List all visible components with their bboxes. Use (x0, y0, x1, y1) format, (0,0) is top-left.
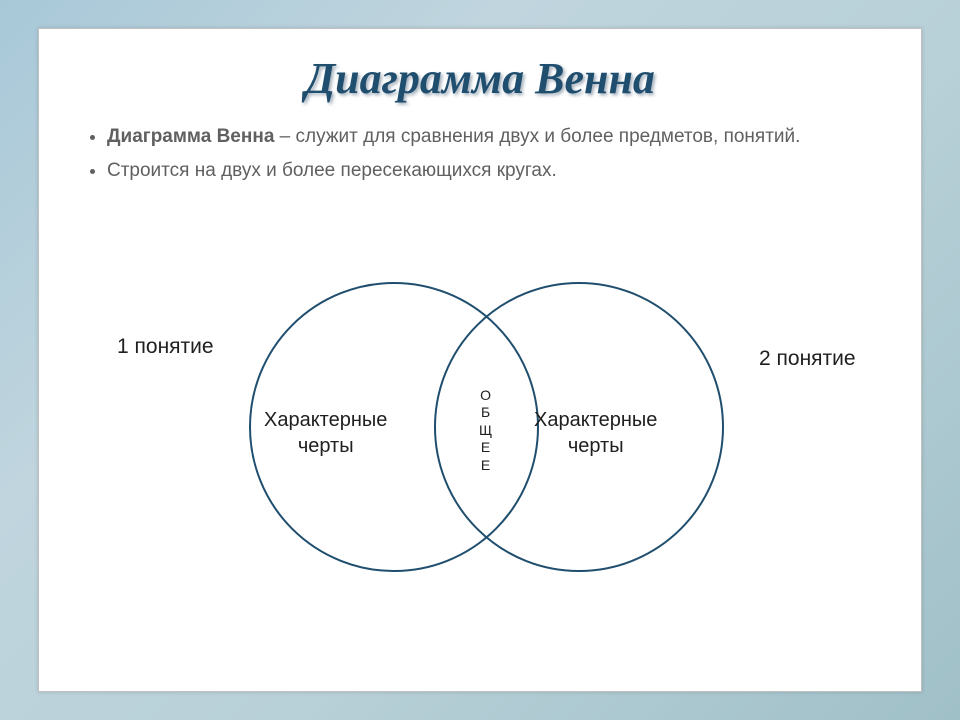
venn-diagram: 1 понятие 2 понятие Характерные черты Ха… (39, 217, 921, 637)
venn-label-concept-2: 2 понятие (759, 347, 856, 371)
venn-label-features-right: Характерные черты (534, 407, 657, 459)
venn-label-line: Характерные (264, 409, 387, 431)
venn-label-line: черты (298, 435, 354, 457)
slide-panel: Диаграмма Венна Диаграмма Венна – служит… (38, 28, 922, 692)
venn-label-common: ОБЩЕЕ (479, 387, 493, 475)
bullet-text: – служит для сравнения двух и более пред… (274, 126, 800, 147)
venn-label-features-left: Характерные черты (264, 407, 387, 459)
bullet-item: Диаграмма Венна – служит для сравнения д… (107, 122, 873, 152)
bullet-list: Диаграмма Венна – служит для сравнения д… (59, 122, 921, 187)
bullet-text: Строится на двух и более пересекающихся … (107, 160, 557, 181)
venn-label-line: черты (568, 435, 624, 457)
venn-label-concept-1: 1 понятие (117, 335, 214, 359)
bullet-bold: Диаграмма Венна (107, 126, 274, 147)
venn-label-line: Характерные (534, 409, 657, 431)
bullet-item: Строится на двух и более пересекающихся … (107, 156, 873, 186)
slide-frame: Диаграмма Венна Диаграмма Венна – служит… (0, 0, 960, 720)
page-title: Диаграмма Венна (39, 29, 921, 122)
